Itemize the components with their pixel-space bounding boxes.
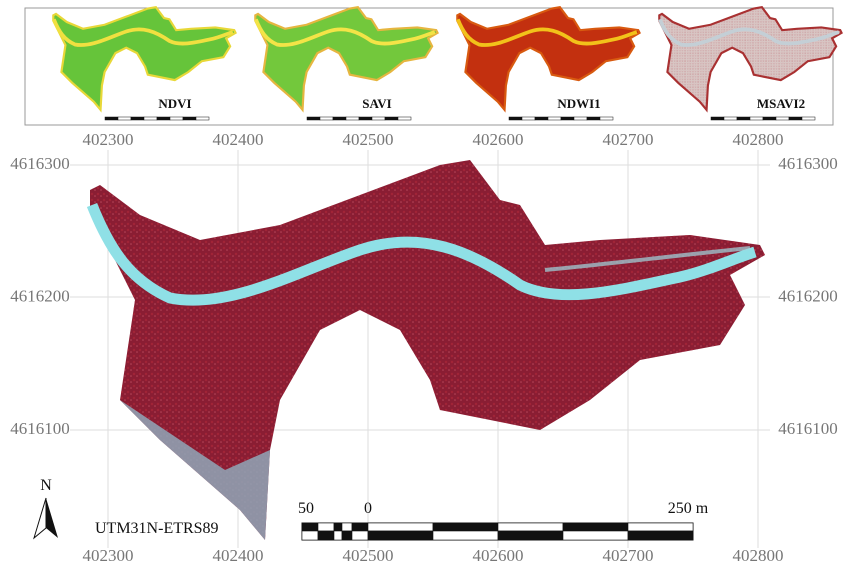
inset-scale-bar [307, 117, 411, 120]
crs-label: UTM31N-ETRS89 [95, 520, 219, 537]
x-coord-label: 402400 [213, 546, 264, 565]
scale-label: 0 [364, 500, 372, 517]
scale-segment [318, 523, 334, 531]
scale-segment [433, 523, 498, 531]
scale-segment [352, 523, 368, 531]
scale-segment [433, 531, 498, 540]
y-coord-label: 4616300 [10, 154, 70, 173]
inset-scale-bar [509, 117, 613, 120]
x-coord-label: 402500 [343, 546, 394, 565]
scale-segment [628, 531, 693, 540]
scale-segment [302, 531, 318, 540]
x-coord-label: 402800 [733, 130, 784, 149]
y-coord-label: 4616100 [10, 419, 70, 438]
scale-bar: 50 0 250 m [298, 500, 709, 540]
scale-label: 50 [298, 500, 314, 517]
inset-scale-bar [105, 117, 209, 120]
y-coord-label: 4616100 [778, 419, 838, 438]
north-arrow: N [34, 477, 58, 538]
x-coord-label: 402400 [213, 130, 264, 149]
north-label: N [40, 477, 52, 494]
y-coord-label: 4616200 [778, 286, 838, 305]
y-coord-label: 4616200 [10, 286, 70, 305]
x-coord-label: 402300 [83, 546, 134, 565]
x-coord-label: 402600 [473, 546, 524, 565]
scale-segment [368, 531, 433, 540]
study-area [90, 160, 765, 540]
scale-segment [563, 523, 628, 531]
x-coord-label: 402300 [83, 130, 134, 149]
x-coord-label: 402600 [473, 130, 524, 149]
x-coord-label: 402800 [733, 546, 784, 565]
inset-label: NDWI1 [557, 96, 600, 111]
scale-segment [334, 531, 342, 540]
inset-label: NDVI [158, 96, 191, 111]
inset-label: MSAVI2 [757, 96, 805, 111]
scale-segment [498, 523, 563, 531]
figure: NDVI SAVI NDWI1 MSAVI2 402300 402300 402400 40… [0, 0, 845, 570]
scale-segment [628, 523, 693, 531]
scale-segment [563, 531, 628, 540]
scale-label: 250 m [668, 500, 709, 517]
x-coord-label: 402700 [603, 130, 654, 149]
x-coord-label: 402500 [343, 130, 394, 149]
scale-segment [318, 531, 334, 540]
scale-segment [352, 531, 368, 540]
x-coord-label: 402700 [603, 546, 654, 565]
scale-segment [368, 523, 433, 531]
scale-segment [302, 523, 318, 531]
scale-segment [342, 523, 352, 531]
inset-scale-bar [711, 117, 815, 120]
inset-label: SAVI [362, 96, 391, 111]
scale-segment [334, 523, 342, 531]
scale-segment [342, 531, 352, 540]
scale-segment [498, 531, 563, 540]
y-coord-label: 4616300 [778, 154, 838, 173]
